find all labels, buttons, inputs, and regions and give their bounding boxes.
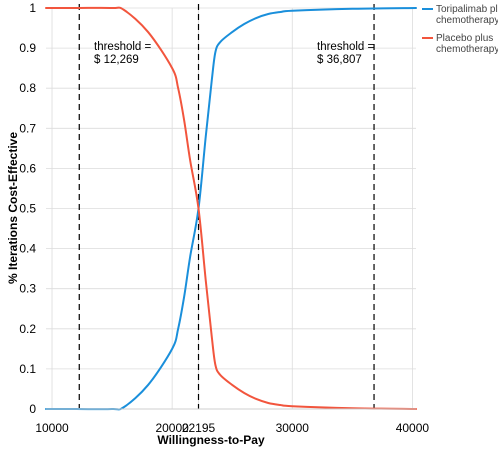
- x-tick-label: 30000: [276, 421, 310, 435]
- legend: Toripalimab pluschemotherapyPlacebo plus…: [422, 4, 498, 55]
- y-tick-label: 0: [29, 402, 36, 416]
- gridlines: [46, 7, 416, 410]
- x-tick-label: 40000: [396, 421, 430, 435]
- series-line-placebo: [45, 6, 417, 410]
- x-tick-label: 22195: [182, 421, 216, 435]
- y-tick-label: 0.7: [19, 121, 36, 135]
- x-axis-title: Willingness-to-Pay: [157, 433, 265, 447]
- legend-label: chemotherapy: [436, 44, 498, 55]
- y-tick-label: 1: [29, 1, 36, 15]
- y-tick-label: 0.3: [19, 282, 36, 296]
- x-tick-label: 10000: [35, 421, 69, 435]
- y-tick-label: 0.2: [19, 322, 36, 336]
- threshold-label: threshold =: [317, 41, 375, 53]
- y-tick-label: 0.5: [19, 202, 36, 216]
- y-tick-label: 0.4: [19, 242, 36, 256]
- y-tick-label: 0.8: [19, 81, 36, 95]
- axes: 0 0.1 0.2 0.3 0.4 0.5 0.6 0.7 0.8 0.9 1 10000 200002…: [19, 1, 429, 435]
- threshold-label: $ 12,269: [94, 54, 139, 66]
- legend-label: Toripalimab plus: [436, 4, 498, 15]
- legend-label: Placebo plus: [436, 33, 493, 44]
- threshold-label: $ 36,807: [317, 54, 362, 66]
- series-line-toripalimab: [45, 7, 417, 411]
- threshold-label: threshold =: [94, 41, 152, 53]
- y-tick-label: 0.6: [19, 161, 36, 175]
- y-tick-label: 0.1: [19, 362, 36, 376]
- y-tick-label: 0.9: [19, 41, 36, 55]
- legend-label: chemotherapy: [436, 15, 498, 26]
- x-tick-label: 20000: [155, 421, 189, 435]
- series-lines: [45, 6, 417, 411]
- y-axis-title: % Iterations Cost-Effective: [6, 132, 20, 284]
